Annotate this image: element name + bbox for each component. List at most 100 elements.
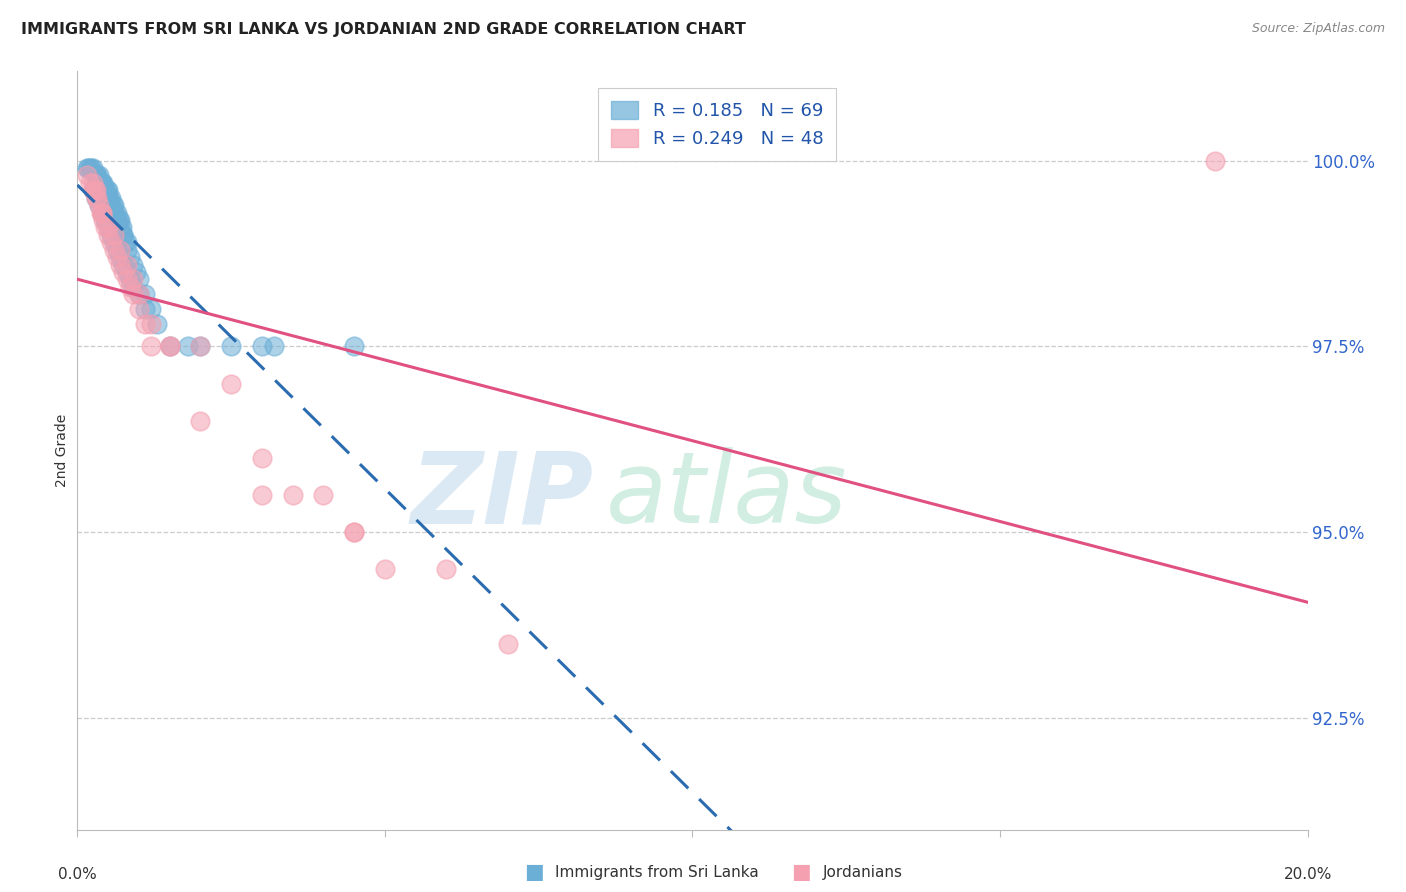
Point bbox=[97, 220, 120, 235]
Point bbox=[82, 176, 104, 190]
Point bbox=[104, 205, 127, 219]
Point bbox=[110, 258, 132, 272]
Point bbox=[114, 235, 136, 250]
Point bbox=[115, 265, 138, 279]
Point bbox=[121, 287, 143, 301]
Point bbox=[97, 220, 120, 235]
Point bbox=[97, 227, 120, 242]
Point bbox=[128, 287, 150, 301]
Point bbox=[159, 339, 181, 353]
Point bbox=[134, 287, 156, 301]
Point bbox=[112, 258, 135, 272]
Point bbox=[343, 339, 366, 353]
Point bbox=[90, 205, 114, 219]
Point bbox=[97, 191, 120, 205]
Point bbox=[250, 488, 273, 502]
Point bbox=[112, 265, 135, 279]
Point bbox=[188, 339, 212, 353]
Point bbox=[110, 220, 132, 235]
Point bbox=[87, 169, 110, 183]
Point bbox=[343, 525, 366, 540]
Text: 20.0%: 20.0% bbox=[1284, 867, 1331, 881]
Point bbox=[100, 191, 122, 205]
Point bbox=[159, 339, 181, 353]
Point bbox=[111, 220, 132, 235]
Text: atlas: atlas bbox=[606, 448, 848, 544]
Point bbox=[94, 220, 117, 235]
Point bbox=[90, 176, 112, 190]
Point bbox=[112, 227, 135, 242]
Point bbox=[110, 213, 132, 227]
Point bbox=[98, 191, 121, 205]
Point bbox=[263, 339, 285, 353]
Point bbox=[110, 243, 132, 257]
Point bbox=[77, 161, 100, 175]
Point bbox=[90, 205, 112, 219]
Point bbox=[219, 339, 242, 353]
Point bbox=[83, 169, 105, 183]
Point bbox=[103, 227, 125, 242]
Point bbox=[108, 213, 131, 227]
Point bbox=[141, 317, 163, 331]
Point bbox=[94, 213, 117, 227]
Point bbox=[128, 287, 150, 301]
Point bbox=[94, 183, 117, 197]
Text: ■: ■ bbox=[792, 863, 811, 882]
Point bbox=[84, 183, 107, 197]
Point bbox=[103, 205, 125, 219]
Point bbox=[496, 637, 519, 651]
Point bbox=[118, 272, 141, 286]
Point bbox=[112, 227, 135, 242]
Point bbox=[97, 191, 120, 205]
Point bbox=[90, 176, 114, 190]
Point bbox=[281, 488, 304, 502]
Point bbox=[91, 176, 114, 190]
Point bbox=[87, 198, 110, 212]
Point bbox=[83, 183, 105, 197]
Point bbox=[146, 317, 169, 331]
Text: ZIP: ZIP bbox=[411, 448, 595, 544]
Point bbox=[103, 198, 125, 212]
Point bbox=[177, 339, 200, 353]
Point bbox=[86, 191, 108, 205]
Text: 0.0%: 0.0% bbox=[58, 867, 97, 881]
Legend: R = 0.185   N = 69, R = 0.249   N = 48: R = 0.185 N = 69, R = 0.249 N = 48 bbox=[599, 88, 835, 161]
Point bbox=[103, 235, 125, 250]
Point bbox=[84, 169, 107, 183]
Point bbox=[82, 161, 104, 175]
Point bbox=[121, 280, 143, 294]
Point bbox=[94, 183, 117, 197]
Point bbox=[82, 183, 104, 197]
Point bbox=[105, 243, 128, 257]
Point bbox=[115, 243, 138, 257]
Point bbox=[100, 235, 122, 250]
Point bbox=[343, 525, 366, 540]
Point bbox=[100, 227, 122, 242]
Point bbox=[250, 450, 273, 465]
Text: Jordanians: Jordanians bbox=[823, 865, 903, 880]
Point bbox=[188, 414, 212, 428]
Point bbox=[121, 272, 143, 286]
Point bbox=[105, 213, 128, 227]
Point bbox=[76, 161, 98, 175]
Point bbox=[134, 317, 156, 331]
Text: Immigrants from Sri Lanka: Immigrants from Sri Lanka bbox=[555, 865, 759, 880]
Point bbox=[128, 302, 150, 317]
Point bbox=[90, 205, 114, 219]
Point bbox=[1204, 153, 1226, 168]
Point bbox=[84, 191, 107, 205]
Point bbox=[90, 205, 114, 219]
Point bbox=[86, 169, 108, 183]
Point bbox=[115, 272, 138, 286]
Point bbox=[90, 176, 114, 190]
Point bbox=[110, 250, 132, 264]
Point bbox=[436, 562, 458, 576]
Point bbox=[121, 258, 143, 272]
Point bbox=[141, 339, 163, 353]
Point bbox=[97, 183, 120, 197]
Point bbox=[219, 376, 242, 391]
Point bbox=[128, 272, 150, 286]
Point bbox=[141, 302, 163, 317]
Point bbox=[82, 183, 104, 197]
Point bbox=[84, 169, 107, 183]
